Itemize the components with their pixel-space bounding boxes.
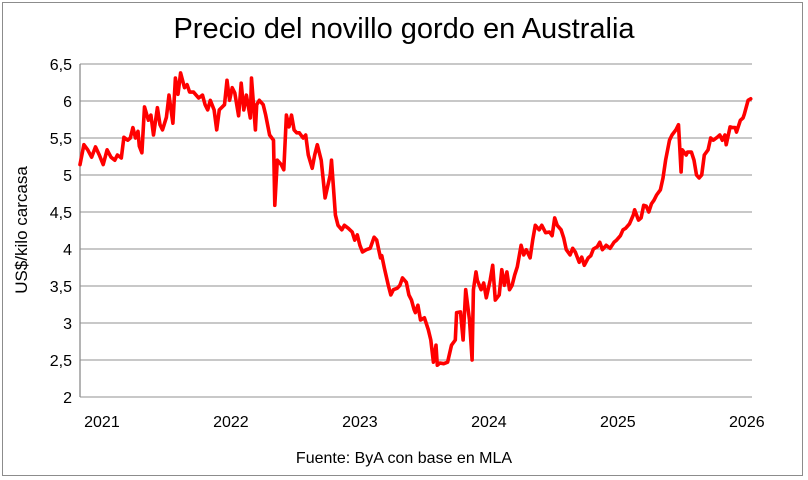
y-tick-label: 3,5: [50, 279, 72, 296]
y-tick-label: 3: [63, 316, 72, 333]
x-tick-label: 2022: [213, 414, 249, 431]
x-tick-label: 2021: [84, 414, 120, 431]
source-note: Fuente: ByA con base en MLA: [295, 450, 513, 467]
chart-title: Precio del novillo gordo en Australia: [173, 13, 635, 45]
y-tick-label: 4,5: [50, 205, 72, 222]
x-tick-label: 2026: [729, 414, 765, 431]
price-line: [78, 71, 753, 368]
chart-frame: [2, 2, 803, 476]
y-tick-label: 5: [63, 168, 72, 185]
y-tick-label: 6,5: [50, 57, 72, 74]
y-tick-label: 6: [63, 94, 72, 111]
y-tick-label: 2,5: [50, 353, 72, 370]
y-tick-label: 2: [63, 390, 72, 407]
x-tick-label: 2025: [600, 414, 636, 431]
y-tick-label: 4: [63, 242, 72, 259]
x-tick-label: 2024: [471, 414, 507, 431]
x-tick-label: 2023: [342, 414, 378, 431]
y-tick-label: 5,5: [50, 131, 72, 148]
